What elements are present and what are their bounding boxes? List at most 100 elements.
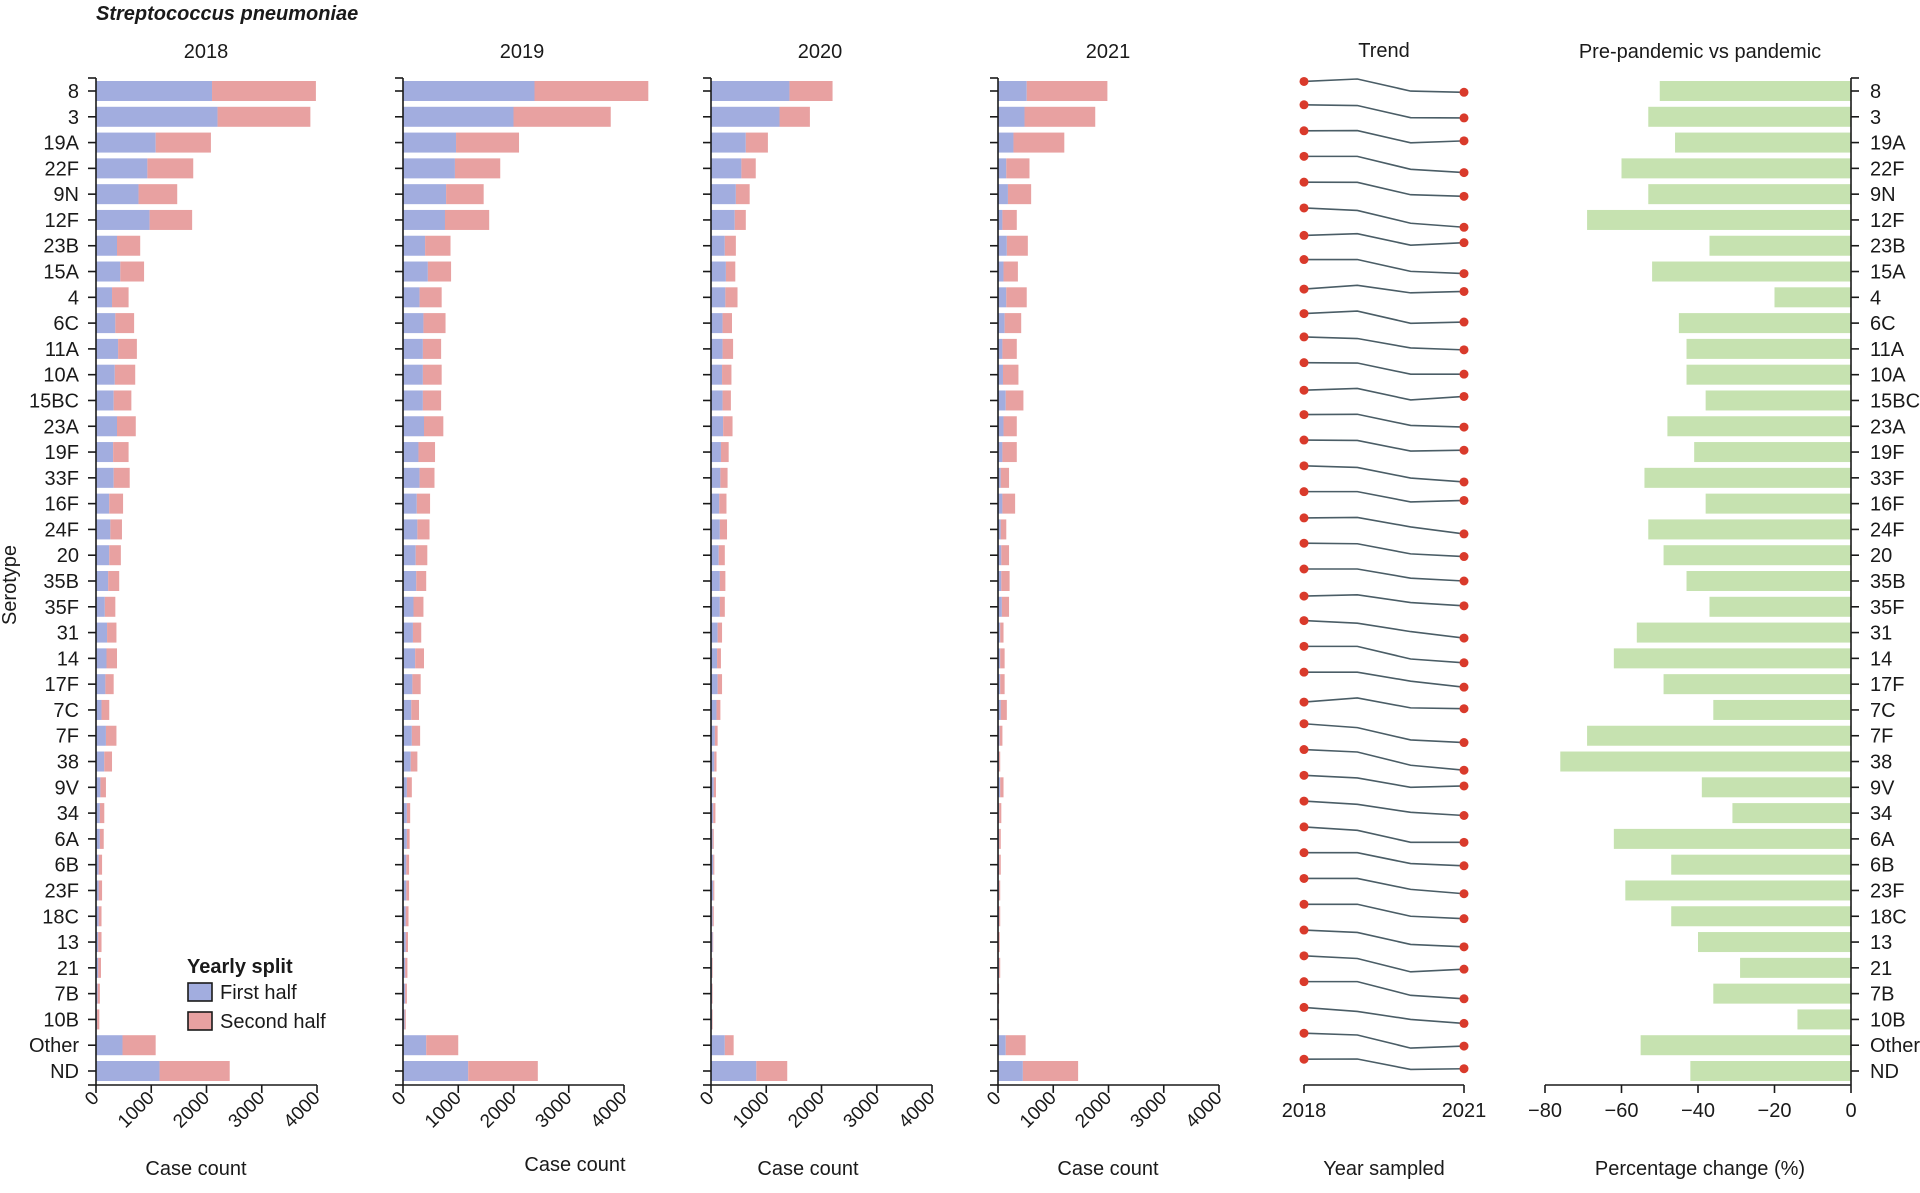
legend-label-first-half: First half bbox=[220, 982, 297, 1004]
trend-x-label: Year sampled bbox=[1323, 1158, 1445, 1180]
bar-2020-13-first-half bbox=[711, 932, 713, 953]
trend-point-2018-nd bbox=[1299, 1054, 1309, 1064]
x-tick-label-2020-1000: 1000 bbox=[729, 1088, 774, 1133]
bar-2020-7f-second-half bbox=[714, 725, 718, 746]
bar-2021-23a-second-half bbox=[1003, 416, 1017, 437]
bar-2021-24f-second-half bbox=[1000, 519, 1007, 540]
bar-2018-11a-first-half bbox=[96, 338, 119, 359]
bar-2018-14-first-half bbox=[96, 648, 107, 669]
bar-2018-12f-second-half bbox=[149, 209, 193, 230]
bar-2020-8-second-half bbox=[789, 81, 833, 101]
bar-2018-18c-second-half bbox=[98, 906, 102, 927]
bar-2018-19a-first-half bbox=[96, 132, 156, 153]
serotype-label-left-4: 4 bbox=[68, 287, 79, 309]
trend-line-16f bbox=[1304, 490, 1465, 503]
figure-title: Streptococcus pneumoniae bbox=[96, 3, 358, 25]
bar-2021-22f-first-half bbox=[998, 158, 1007, 179]
bar-2019-21-second-half bbox=[405, 957, 408, 978]
bar-2019-23f-first-half bbox=[403, 880, 407, 901]
bar-2018-38-second-half bbox=[104, 751, 113, 772]
bar-2018-8-first-half bbox=[96, 81, 213, 101]
bar-2021-9v-second-half bbox=[1000, 777, 1004, 798]
bar-2018-13-first-half bbox=[96, 932, 99, 953]
trend-point-2021-10a bbox=[1459, 369, 1469, 379]
trend-point-2021-34 bbox=[1459, 811, 1469, 821]
bar-2020-nd-first-half bbox=[711, 1061, 757, 1081]
trend-point-2021-23a bbox=[1459, 422, 1469, 432]
trend-point-2021-9n bbox=[1459, 191, 1469, 201]
bar-2019-20-first-half bbox=[403, 545, 416, 566]
bar-2020-14-second-half bbox=[717, 648, 721, 669]
panel-title-2018: 2018 bbox=[184, 41, 229, 63]
change-x-tick-label-2: −40 bbox=[1681, 1100, 1715, 1122]
trend-point-2021-nd bbox=[1459, 1064, 1469, 1074]
bar-2021-20-first-half bbox=[998, 545, 1002, 566]
bar-2019-16f-second-half bbox=[416, 493, 431, 514]
bar-2020-19f-first-half bbox=[711, 442, 721, 463]
bar-2020-19a-first-half bbox=[711, 132, 746, 153]
bar-2019-16f-first-half bbox=[403, 493, 417, 514]
serotype-label-left-9n: 9N bbox=[53, 184, 79, 206]
serotype-label-left-19a: 19A bbox=[43, 133, 79, 155]
serotype-label-left-7f: 7F bbox=[56, 726, 79, 748]
bar-2021-7c-second-half bbox=[1000, 699, 1007, 720]
bar-2021-13-second-half bbox=[998, 932, 1000, 953]
change-bar-6c bbox=[1678, 313, 1851, 334]
bar-2019-20-second-half bbox=[415, 545, 428, 566]
trend-line-18c bbox=[1304, 903, 1465, 920]
trend-point-2018-7b bbox=[1299, 977, 1309, 987]
trend-line-34 bbox=[1303, 800, 1465, 817]
bar-2019-12f-second-half bbox=[444, 209, 490, 230]
trend-line-10b bbox=[1303, 1006, 1465, 1025]
bar-2019-31-first-half bbox=[403, 622, 413, 643]
trend-point-2021-35f bbox=[1459, 601, 1469, 611]
change-bar-8 bbox=[1659, 81, 1851, 101]
x-tick-label-2019-1000: 1000 bbox=[421, 1088, 466, 1133]
bar-2021-3-first-half bbox=[998, 106, 1025, 127]
trend-point-2021-8 bbox=[1459, 87, 1469, 97]
bar-2020-3-second-half bbox=[779, 106, 810, 127]
bar-2020-6b-first-half bbox=[711, 854, 714, 875]
trend-point-2021-6b bbox=[1459, 861, 1469, 871]
trend-point-2018-8 bbox=[1299, 76, 1309, 86]
serotype-label-right-15a: 15A bbox=[1870, 262, 1906, 284]
trend-point-2021-35b bbox=[1459, 576, 1469, 586]
change-bar-19f bbox=[1694, 442, 1851, 463]
bar-2019-33f-second-half bbox=[419, 467, 435, 488]
panel-title-2020: 2020 bbox=[798, 41, 843, 63]
bar-2021-12f-first-half bbox=[998, 209, 1003, 230]
bar-2018-35b-first-half bbox=[96, 571, 109, 591]
bar-2021-8-first-half bbox=[998, 81, 1027, 101]
bar-2019-14-first-half bbox=[403, 648, 416, 669]
bar-2021-23b-first-half bbox=[998, 235, 1007, 256]
bar-2019-15a-second-half bbox=[427, 261, 452, 282]
bar-2018-13-second-half bbox=[98, 932, 102, 953]
trend-point-2018-15a bbox=[1299, 255, 1309, 265]
bar-2018-15bc-second-half bbox=[113, 390, 132, 411]
bar-2021-18c-second-half bbox=[999, 906, 1001, 927]
serotype-label-right-35b: 35B bbox=[1870, 571, 1906, 593]
serotype-label-right-9n: 9N bbox=[1870, 184, 1896, 206]
bar-2018-9n-first-half bbox=[96, 184, 139, 205]
bar-2020-14-first-half bbox=[711, 648, 718, 669]
x-tick-label-2018-1000: 1000 bbox=[114, 1088, 159, 1133]
bar-2020-22f-second-half bbox=[741, 158, 756, 179]
bar-2020-7c-first-half bbox=[711, 699, 717, 720]
serotype-label-left-33f: 33F bbox=[45, 468, 79, 490]
trend-line-17f bbox=[1304, 671, 1465, 688]
bar-2019-19f-first-half bbox=[403, 442, 419, 463]
bar-2021-6c-first-half bbox=[998, 313, 1005, 334]
serotype-label-right-other: Other bbox=[1870, 1035, 1920, 1057]
bar-2020-24f-first-half bbox=[711, 519, 720, 540]
trend-point-2021-other bbox=[1459, 1041, 1469, 1051]
bar-2021-8-second-half bbox=[1026, 81, 1108, 101]
bar-2020-10a-second-half bbox=[722, 364, 732, 385]
bar-2018-23b-first-half bbox=[96, 235, 117, 256]
trend-point-2021-31 bbox=[1459, 633, 1469, 643]
bar-2018-6a-second-half bbox=[99, 828, 104, 849]
x-tick-label-2018-3000: 3000 bbox=[225, 1088, 270, 1133]
serotype-label-left-6a: 6A bbox=[55, 829, 80, 851]
bar-2019-6b-second-half bbox=[406, 854, 410, 875]
bar-2018-7c-second-half bbox=[101, 699, 110, 720]
bar-2021-31-second-half bbox=[1000, 622, 1004, 643]
